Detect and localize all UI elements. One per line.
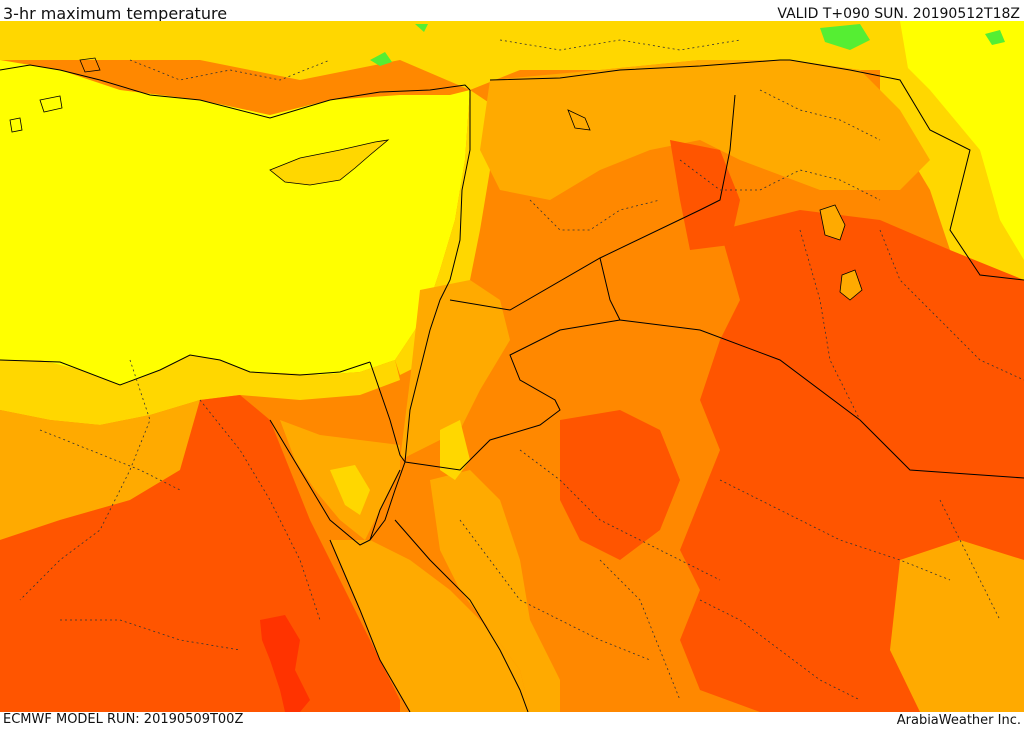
- assad-lake: [567, 109, 591, 131]
- mediterranean-sea: [0, 60, 470, 385]
- aegean-islands: [9, 57, 101, 133]
- hejaz-gold: [440, 420, 470, 480]
- egypt-west-amber: [0, 400, 200, 540]
- valid-time-label: VALID T+090 SUN. 20190512T18Z: [777, 6, 1020, 21]
- model-run-label: ECMWF MODEL RUN: 20190509T00Z: [3, 712, 244, 727]
- syria-north-amber: [480, 60, 930, 200]
- turkey-band: [0, 21, 1024, 120]
- sinai-hot: [330, 465, 370, 515]
- levant-inland-amber: [400, 280, 510, 460]
- gulf-amber: [890, 540, 1024, 712]
- green-patch-3: [985, 30, 1005, 45]
- temperature-map-svg: [0, 21, 1024, 712]
- levant-coast-gold: [395, 90, 500, 375]
- nile-red-strip: [260, 615, 310, 712]
- tharthar-lake: [819, 204, 846, 241]
- temperature-map: [0, 21, 1024, 712]
- green-patch-4: [415, 24, 428, 32]
- green-patch-1: [370, 52, 392, 66]
- habbaniyah-lake: [839, 269, 863, 301]
- central-hot-patch: [560, 410, 680, 560]
- zagros-gold: [880, 40, 1024, 300]
- map-header: 3-hr maximum temperature VALID T+090 SUN…: [0, 0, 1024, 21]
- red-sea: [330, 540, 530, 712]
- map-footer: ECMWF MODEL RUN: 20190509T00Z ArabiaWeat…: [0, 712, 1024, 729]
- credit-label: ArabiaWeather Inc.: [896, 713, 1021, 728]
- hejaz-amber: [430, 470, 560, 712]
- country-borders: [0, 59, 1024, 712]
- map-title: 3-hr maximum temperature: [3, 4, 228, 21]
- egypt-coast-gold: [0, 355, 400, 425]
- syria-hot-patch: [670, 140, 740, 250]
- egypt-south-redorange: [0, 395, 400, 712]
- green-patch-2: [820, 24, 870, 50]
- cyprus: [269, 139, 390, 186]
- province-borders: [19, 39, 1024, 701]
